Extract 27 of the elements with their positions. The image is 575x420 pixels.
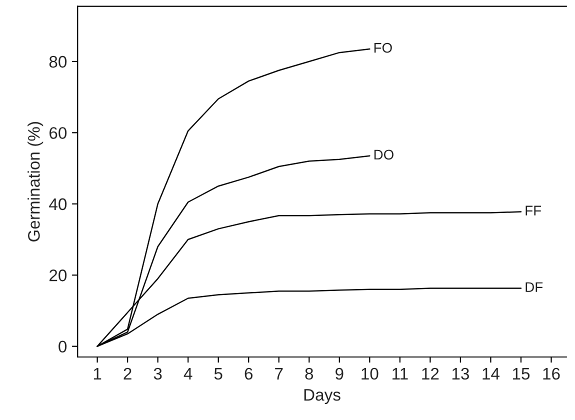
- x-tick-label: 2: [124, 368, 132, 380]
- series-label: DO: [374, 150, 394, 160]
- x-axis-title: Days: [304, 389, 340, 404]
- y-axis-title: Germination (%): [28, 122, 44, 242]
- x-tick-label: 3: [154, 368, 162, 380]
- x-tick-label: 12: [422, 368, 439, 380]
- x-tick-label: 4: [184, 368, 192, 380]
- x-tick-label: 8: [305, 368, 314, 380]
- x-tick-label: 10: [362, 368, 378, 380]
- x-tick-label: 11: [392, 368, 408, 380]
- x-tick-label: 1: [94, 368, 102, 380]
- x-tick-label: 7: [275, 368, 283, 380]
- series-label: FO: [374, 42, 392, 53]
- x-tick-label: 15: [512, 368, 530, 380]
- x-tick-label: 5: [214, 368, 222, 380]
- y-tick-label: 80: [49, 56, 67, 68]
- x-tick-label: 9: [336, 368, 344, 380]
- y-tick-label: 0: [58, 340, 67, 353]
- series-label: DF: [526, 282, 543, 292]
- x-tick-label: 13: [452, 368, 469, 380]
- x-tick-label: 14: [482, 368, 500, 380]
- y-tick-label: 60: [50, 127, 67, 139]
- y-tick-label: 40: [49, 198, 67, 210]
- series-label: FF: [526, 206, 542, 216]
- x-tick-label: 6: [244, 368, 253, 380]
- x-tick-label: 16: [543, 368, 560, 380]
- y-tick-label: 20: [50, 270, 67, 282]
